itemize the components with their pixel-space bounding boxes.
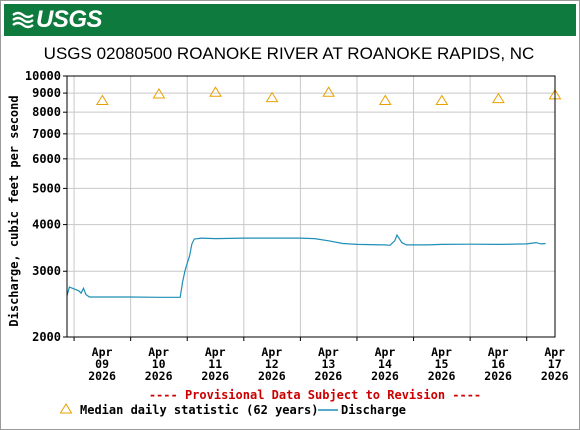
legend: Median daily statistic (62 years) Dischar… bbox=[59, 403, 406, 417]
x-tick-label: 2026 bbox=[484, 369, 512, 383]
x-tick-label: 10 bbox=[152, 357, 166, 371]
legend-triangle-icon bbox=[59, 403, 73, 414]
x-tick-label: 2026 bbox=[371, 369, 399, 383]
x-tick-label: 2026 bbox=[201, 369, 229, 383]
legend-label-median: Median daily statistic (62 years) bbox=[80, 403, 318, 417]
discharge-series-line bbox=[66, 233, 546, 298]
x-tick-label: 16 bbox=[491, 357, 505, 371]
x-tick-label: 2026 bbox=[428, 369, 456, 383]
provisional-note: ---- Provisional Data Subject to Revisio… bbox=[149, 388, 481, 402]
median-point bbox=[435, 94, 449, 105]
usgs-logo-text: USGS bbox=[36, 6, 103, 33]
median-point bbox=[265, 91, 279, 103]
y-tick-label: 5000 bbox=[32, 181, 61, 195]
x-tick-label: Apr bbox=[318, 345, 339, 359]
x-tick-label: 2026 bbox=[258, 369, 286, 383]
legend-label-discharge: Discharge bbox=[341, 403, 406, 417]
median-point bbox=[95, 94, 109, 105]
y-tick-label: 9000 bbox=[32, 86, 61, 100]
y-axis: 2000 3000 4000 5000 6000 7000 8000 9000 10000 bbox=[25, 69, 67, 344]
chart-title: USGS 02080500 ROANOKE RIVER AT ROANOKE R… bbox=[44, 44, 535, 63]
y-tick-label: 7000 bbox=[32, 127, 61, 141]
x-tick-label: Apr bbox=[92, 345, 113, 359]
grid-layer bbox=[67, 75, 555, 338]
x-tick-label: 17 bbox=[548, 357, 562, 371]
x-tick-label: Apr bbox=[261, 345, 282, 359]
x-tick-label: Apr bbox=[205, 345, 226, 359]
x-tick-label: 15 bbox=[435, 357, 449, 371]
y-tick-label: 8000 bbox=[32, 105, 61, 119]
median-point bbox=[322, 86, 336, 97]
median-point bbox=[378, 94, 392, 105]
x-tick-label: 14 bbox=[378, 357, 392, 371]
y-tick-label: 10000 bbox=[25, 69, 61, 83]
usgs-logo[interactable]: USGS bbox=[12, 6, 103, 33]
usgs-wave-icon bbox=[12, 11, 34, 29]
x-tick-label: 09 bbox=[95, 357, 109, 371]
median-point bbox=[492, 92, 505, 104]
y-tick-label: 3000 bbox=[32, 264, 61, 278]
y-tick-label: 6000 bbox=[32, 152, 61, 166]
y-tick-label: 2000 bbox=[32, 330, 61, 344]
y-tick-label: 4000 bbox=[32, 218, 61, 232]
x-tick-label: Apr bbox=[148, 345, 169, 359]
usgs-banner: USGS bbox=[4, 4, 576, 36]
x-tick-label: 2026 bbox=[541, 369, 569, 383]
y-axis-label: Discharge, cubic feet per second bbox=[7, 95, 21, 326]
x-tick-label: 11 bbox=[208, 357, 222, 371]
plot-area bbox=[66, 75, 556, 338]
x-tick-label: 2026 bbox=[315, 369, 343, 383]
x-tick-label: Apr bbox=[431, 345, 452, 359]
x-tick-label: Apr bbox=[544, 345, 565, 359]
x-tick-label: 2026 bbox=[145, 369, 173, 383]
series-layer bbox=[66, 86, 562, 298]
x-tick-label: Apr bbox=[488, 345, 509, 359]
median-point bbox=[209, 86, 222, 97]
x-axis: Apr092026Apr102026Apr112026Apr122026Apr1… bbox=[73, 337, 569, 383]
x-tick-label: 13 bbox=[321, 357, 335, 371]
median-point bbox=[152, 88, 166, 99]
x-tick-label: 12 bbox=[265, 357, 279, 371]
x-tick-label: Apr bbox=[375, 345, 396, 359]
x-tick-label: 2026 bbox=[88, 369, 116, 383]
